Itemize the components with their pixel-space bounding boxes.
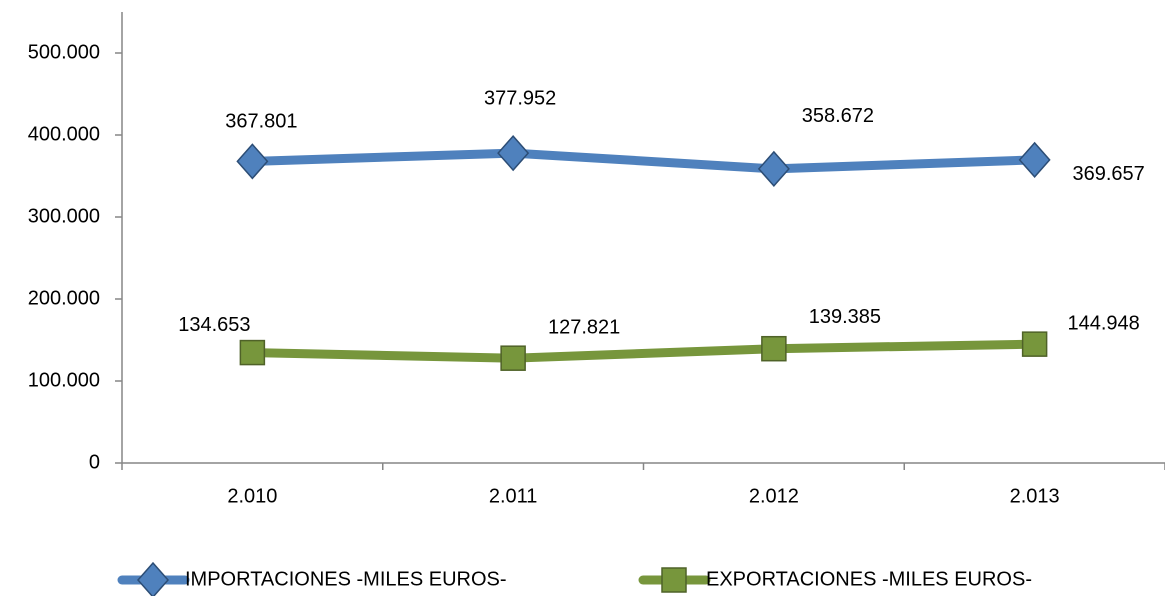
y-tick-label: 500.000 <box>28 41 100 63</box>
marker <box>500 345 526 371</box>
data-label: 377.952 <box>484 87 556 109</box>
y-tick-label: 400.000 <box>28 123 100 145</box>
y-tick-label: 300.000 <box>28 205 100 227</box>
marker <box>236 143 269 180</box>
data-label: 134.653 <box>178 314 250 336</box>
marker <box>239 339 266 366</box>
x-tick-label: 2.011 <box>489 485 538 507</box>
y-tick-label: 200.000 <box>28 287 100 309</box>
y-tick-label: 0 <box>89 451 100 473</box>
marker <box>661 567 687 593</box>
legend-label: EXPORTACIONES -MILES EUROS- <box>706 568 1032 590</box>
y-tick-label: 100.000 <box>28 369 100 391</box>
data-label: 369.657 <box>1072 163 1144 185</box>
data-label: 127.821 <box>548 316 620 338</box>
marker <box>136 561 170 596</box>
marker <box>761 335 787 362</box>
data-label: 144.948 <box>1067 312 1139 334</box>
legend-item: IMPORTACIONES -MILES EUROS- <box>117 561 507 596</box>
legend-item: EXPORTACIONES -MILES EUROS- <box>638 567 1032 593</box>
marker <box>1021 331 1048 357</box>
x-tick-label: 2.013 <box>1010 485 1060 507</box>
data-label: 367.801 <box>225 111 297 133</box>
data-label: 139.385 <box>809 306 881 328</box>
marker <box>497 134 530 172</box>
data-label: 358.672 <box>802 105 874 127</box>
legend-label: IMPORTACIONES -MILES EUROS- <box>185 568 507 590</box>
x-tick-label: 2.010 <box>227 485 277 507</box>
marker <box>757 150 790 188</box>
x-tick-label: 2.012 <box>749 485 799 507</box>
marker <box>1018 141 1051 179</box>
series-line <box>252 148 1035 174</box>
series-line <box>252 339 1035 363</box>
